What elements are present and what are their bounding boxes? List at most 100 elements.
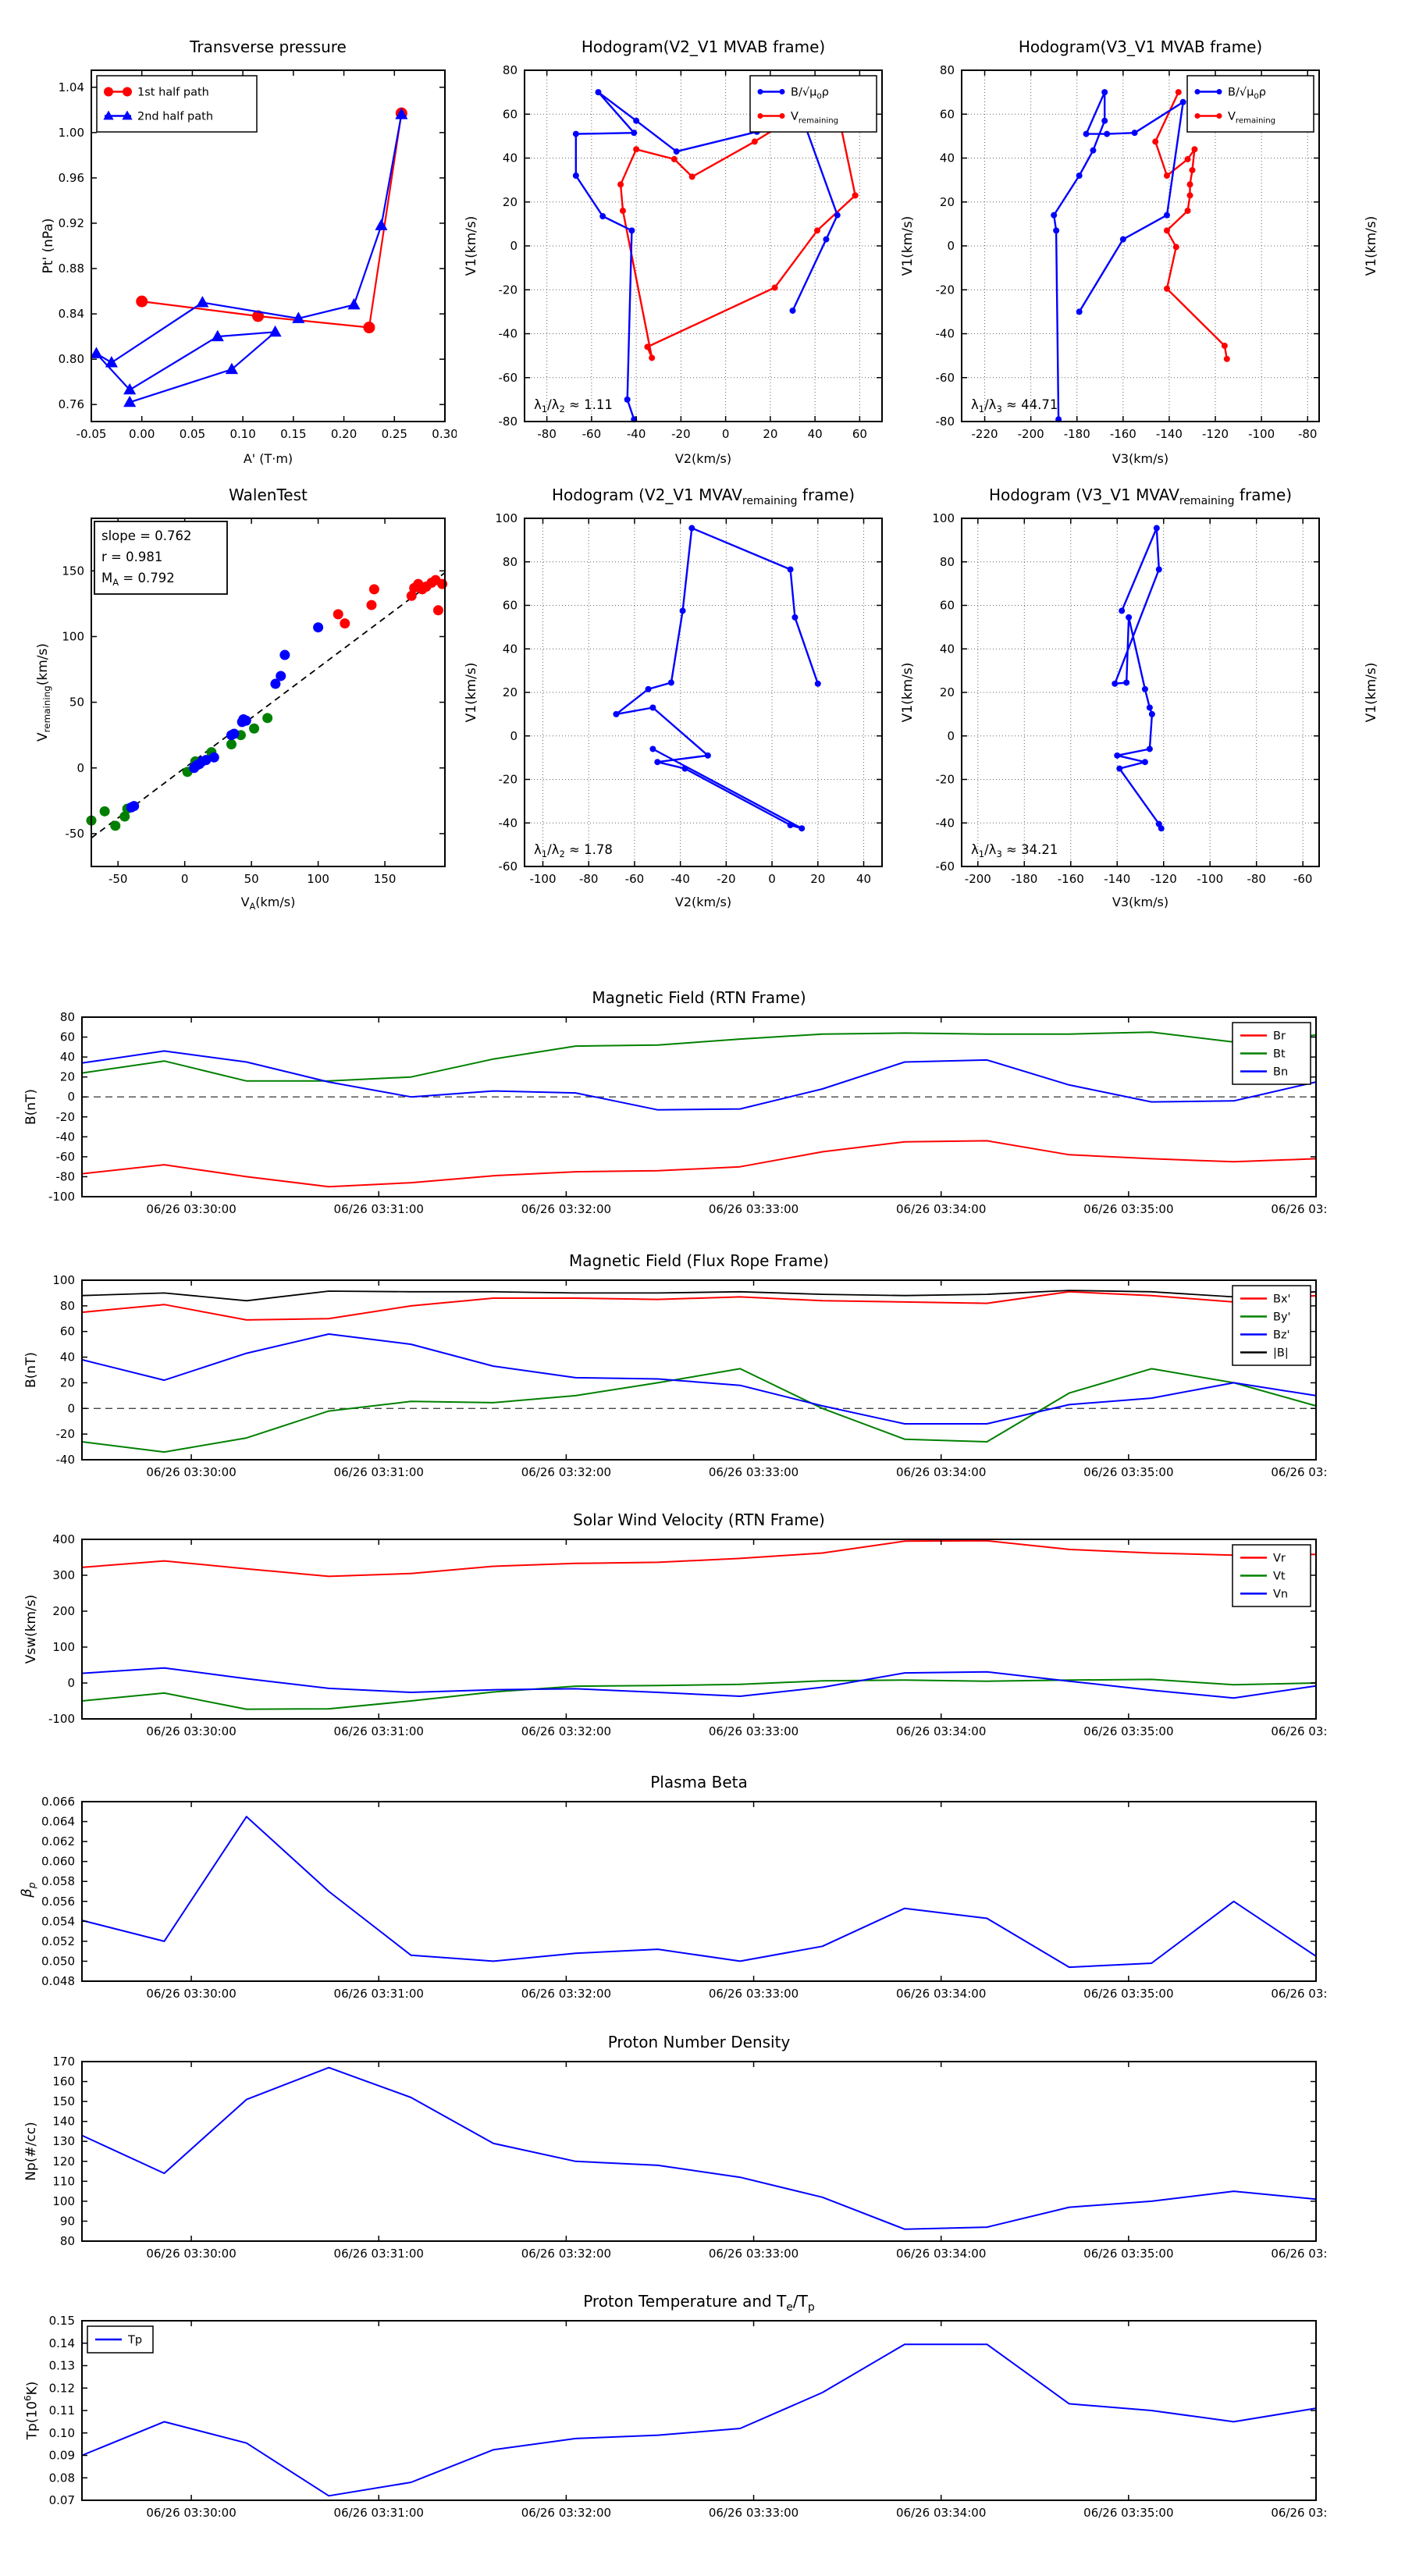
chart-title-magnetic-field-flux-rope: Magnetic Field (Flux Rope Frame) — [569, 1251, 829, 1270]
y-tick-label: 0.07 — [49, 2493, 75, 2507]
legend: B/√μ0ρ Vremaining — [1186, 75, 1314, 133]
legend: Br Bt Bn — [1232, 1022, 1311, 1085]
x-tick-label: 06/26 03:35:00 — [1083, 2506, 1173, 2520]
x-tick-label: 0.30 — [432, 427, 457, 441]
right-y-axis-label-v1-row2: V1(km/s) — [1364, 662, 1379, 723]
y-tick-label: 90 — [60, 2214, 75, 2228]
axes-frame — [81, 1016, 1317, 1197]
series-beta_p — [81, 1816, 1317, 1969]
legend-label: |B| — [1273, 1347, 1289, 1360]
x-axis-label-v3-b: V3(km/s) — [1112, 895, 1169, 909]
legend-label: Vn — [1273, 1589, 1288, 1601]
chart-title-plasma-beta: Plasma Beta — [650, 1773, 748, 1791]
y-tick-label: -20 — [499, 773, 518, 787]
y-tick-label: -60 — [936, 371, 955, 385]
legend: B/√μ0ρ Vremaining — [749, 75, 877, 133]
y-tick-label: 0.08 — [49, 2471, 75, 2485]
y-tick-label: 0 — [947, 239, 955, 253]
y-tick-label: 0.80 — [59, 352, 84, 366]
y-tick-label: -60 — [936, 859, 955, 873]
plot-solar-wind-velocity: 06/26 03:30:00 06/26 03:31:00 06/26 03:32:… — [48, 1532, 1328, 1738]
y-tick-label: 0.11 — [49, 2403, 75, 2418]
x-tick-label: 0 — [181, 872, 189, 886]
y-tick-label: -40 — [936, 816, 955, 830]
x-tick-label: 06/26 03:36:00 — [1271, 1202, 1328, 1216]
x-tick-label: -140 — [1104, 872, 1130, 886]
annotation: λ1/λ2 ≈ 1.78 — [534, 842, 613, 859]
x-tick-label: 06/26 03:35:00 — [1083, 1724, 1173, 1738]
x-tick-label: 100 — [307, 872, 329, 886]
y-tick-label: -50 — [66, 827, 85, 841]
x-tick-label: 0 — [722, 427, 730, 441]
x-tick-label: -40 — [670, 872, 690, 886]
info-box: slope = 0.762 r = 0.981 MA = 0.792 — [94, 521, 228, 595]
x-axis-label-va: VA(km/s) — [240, 895, 296, 913]
grid — [525, 518, 882, 867]
legend-label: Bn — [1273, 1066, 1288, 1079]
series-Vr — [81, 1539, 1317, 1578]
y-tick-label: -40 — [56, 1130, 76, 1144]
x-tick-label: 0.10 — [229, 427, 255, 441]
chart-title-solar-wind-velocity: Solar Wind Velocity (RTN Frame) — [573, 1510, 825, 1529]
y-tick-label: 0.056 — [41, 1895, 75, 1909]
axes-frame — [81, 2061, 1317, 2242]
annotation: λ1/λ3 ≈ 34.21 — [971, 842, 1058, 859]
y-tick-label: 80 — [940, 555, 955, 569]
y-tick-label: 140 — [52, 2115, 75, 2129]
x-axis-label-a-prime: A' (T·m) — [243, 451, 293, 466]
legend-label: Vremaining — [1228, 111, 1275, 126]
y-tick-label: 0.052 — [41, 1934, 75, 1948]
y-tick-label: 0.064 — [41, 1815, 75, 1829]
grid — [962, 518, 1319, 867]
info-box-line: r = 0.981 — [101, 550, 162, 564]
y-tick-label: 0.09 — [49, 2449, 75, 2463]
x-tick-label: 06/26 03:36:00 — [1271, 1987, 1328, 2001]
y-tick-label: 150 — [52, 2094, 75, 2108]
y-tick-label: 80 — [503, 63, 518, 77]
x-tick-label: 06/26 03:32:00 — [521, 1202, 611, 1216]
plot-proton-density: 06/26 03:30:00 06/26 03:31:00 06/26 03:32:… — [52, 2055, 1328, 2261]
y-tick-label: 60 — [60, 1030, 75, 1044]
legend: 1st half path 2nd half path — [96, 75, 258, 133]
y-tick-label: -60 — [499, 371, 518, 385]
axes-frame — [81, 2320, 1317, 2501]
y-tick-label: -80 — [56, 1169, 76, 1183]
chart-title-hodogram-v2v1-mvav: Hodogram (V2_V1 MVAVremaining frame) — [551, 486, 855, 507]
y-tick-label: 0.058 — [41, 1874, 75, 1888]
plot-plasma-beta: 06/26 03:30:00 06/26 03:31:00 06/26 03:32:… — [41, 1795, 1328, 2001]
y-tick-label: 40 — [940, 642, 955, 656]
x-tick-label: -50 — [108, 872, 128, 886]
y-tick-label: 20 — [60, 1375, 75, 1389]
legend-label: Tp — [127, 2334, 142, 2347]
x-tick-label: -200 — [1018, 427, 1044, 441]
x-tick-label: 0.05 — [180, 427, 205, 441]
y-tick-label: 50 — [69, 696, 84, 710]
chart-title-walen-test: WalenTest — [229, 486, 308, 504]
y-tick-label: 0.048 — [41, 1974, 75, 1988]
x-tick-label: -0.05 — [76, 427, 107, 441]
legend: Tp — [87, 2325, 154, 2354]
y-tick-label: 170 — [52, 2055, 75, 2069]
series-Vt — [81, 1678, 1317, 1710]
y-tick-label: 0 — [67, 1090, 75, 1104]
x-tick-label: 06/26 03:33:00 — [709, 1202, 799, 1216]
right-y-axis-label-v1-row1: V1(km/s) — [1364, 215, 1379, 276]
scatter-blue — [126, 622, 324, 813]
y-tick-label: 0.10 — [49, 2426, 75, 2440]
x-tick-label: 06/26 03:36:00 — [1271, 2247, 1328, 2261]
x-tick-label: 06/26 03:33:00 — [709, 2506, 799, 2520]
y-tick-label: 40 — [60, 1350, 75, 1364]
legend-label: 2nd half path — [137, 111, 213, 123]
y-tick-label: 100 — [52, 2194, 75, 2208]
x-tick-label: 06/26 03:31:00 — [334, 2506, 424, 2520]
x-tick-label: 06/26 03:30:00 — [146, 1202, 236, 1216]
y-tick-label: -60 — [56, 1150, 76, 1164]
y-tick-label: -20 — [56, 1110, 76, 1124]
axes-frame — [91, 69, 446, 422]
x-tick-label: -120 — [1202, 427, 1229, 441]
series-|B| — [81, 1290, 1317, 1302]
y-tick-label: -20 — [499, 283, 518, 297]
x-tick-label: -80 — [579, 872, 599, 886]
y-tick-label: 0 — [67, 1676, 75, 1690]
